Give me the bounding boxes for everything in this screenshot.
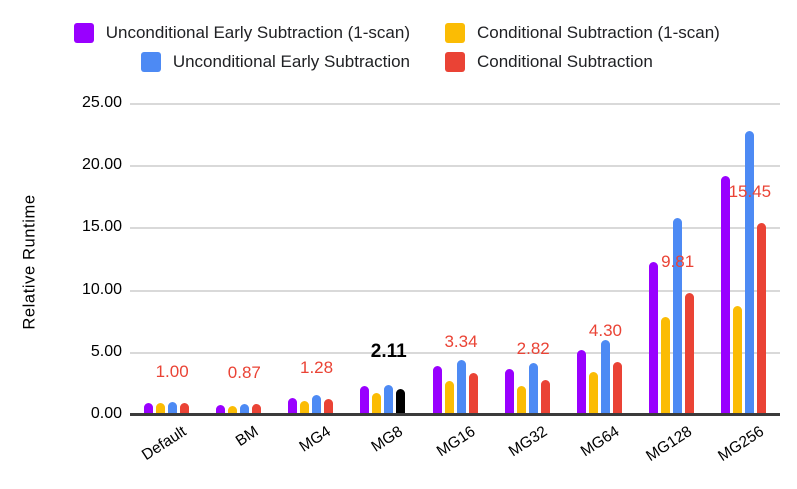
bar-mg16-series0 xyxy=(432,366,442,415)
y-tick-label: 20.00 xyxy=(81,156,122,174)
data-label-mg4: 1.28 xyxy=(300,358,334,378)
bar-mg16-series3 xyxy=(468,373,478,415)
plot-area: 1.00 0.87 1.28 2.11 3.34 2.82 4.30 9.81 15.45 xyxy=(130,103,780,416)
bar-mg32-series2 xyxy=(528,363,538,415)
x-tick-label-mg256: MG256 xyxy=(715,423,768,465)
y-tick-label: 5.00 xyxy=(90,342,122,360)
x-tick-label-mg4: MG4 xyxy=(296,423,334,456)
bar-mg64-series3 xyxy=(612,361,622,415)
x-tick-label-mg16: MG16 xyxy=(433,423,479,461)
data-label-bm: 0.87 xyxy=(227,363,261,383)
legend-row-2: Unconditional Early Subtraction Conditio… xyxy=(0,52,797,72)
bar-mg4-series1 xyxy=(300,401,310,415)
bar-mg256-series2 xyxy=(745,131,755,415)
bar-mg16-series1 xyxy=(444,381,454,415)
bar-default-series3 xyxy=(179,402,189,415)
bar-default-series0 xyxy=(143,402,153,415)
gridline xyxy=(130,227,780,230)
bar-mg256-series0 xyxy=(721,176,731,415)
legend-swatch-purple xyxy=(73,23,94,43)
legend-item-conditional-subtraction-1scan: Conditional Subtraction (1-scan) xyxy=(445,23,720,43)
data-label-mg128: 9.81 xyxy=(661,251,695,271)
legend-label-unconditional-early-subtraction-1scan: Unconditional Early Subtraction (1-scan) xyxy=(105,23,410,42)
data-label-mg64: 4.30 xyxy=(588,320,622,340)
bar-bm-series3 xyxy=(251,404,261,415)
bar-mg4-series2 xyxy=(312,395,322,415)
bar-mg64-series2 xyxy=(600,339,610,415)
bar-mg128-series3 xyxy=(685,292,695,415)
bar-bm-series2 xyxy=(239,404,249,415)
bar-mg4-series3 xyxy=(324,399,334,415)
bar-mg64-series0 xyxy=(576,350,586,415)
bar-default-series2 xyxy=(167,402,177,415)
bar-mg32-series0 xyxy=(504,368,514,415)
legend-item-unconditional-early-subtraction: Unconditional Early Subtraction xyxy=(140,52,410,72)
bar-bm-series0 xyxy=(215,405,225,415)
legend-swatch-yellow xyxy=(445,23,465,43)
bar-mg128-series0 xyxy=(649,262,659,415)
data-label-default: 1.00 xyxy=(155,361,189,381)
gridline xyxy=(130,289,780,292)
bar-mg32-series3 xyxy=(540,379,550,415)
data-label-mg256: 15.45 xyxy=(728,181,772,201)
x-tick-label-mg32: MG32 xyxy=(505,423,551,461)
x-tick-label-default: Default xyxy=(138,423,190,465)
y-tick-label: 10.00 xyxy=(81,280,122,298)
bar-mg32-series1 xyxy=(516,386,526,415)
bar-mg8-series1 xyxy=(372,392,382,415)
gridline xyxy=(130,103,780,105)
legend-row-1: Unconditional Early Subtraction (1-scan)… xyxy=(0,23,797,43)
gridline xyxy=(130,165,780,168)
legend-label-conditional-subtraction: Conditional Subtraction xyxy=(477,52,653,71)
x-tick-label-bm: BM xyxy=(232,423,262,450)
y-tick-label: 15.00 xyxy=(81,218,122,236)
legend-item-unconditional-early-subtraction-1scan: Unconditional Early Subtraction (1-scan) xyxy=(73,23,410,43)
y-axis-title: Relative Runtime xyxy=(20,194,39,330)
y-tick-label: 25.00 xyxy=(81,94,122,111)
legend-label-unconditional-early-subtraction: Unconditional Early Subtraction xyxy=(172,52,410,71)
bar-mg8-series0 xyxy=(360,386,370,415)
bar-mg128-series2 xyxy=(673,217,683,415)
data-label-mg16: 3.34 xyxy=(444,332,478,352)
bar-mg8-series3 xyxy=(396,388,406,415)
bar-mg256-series1 xyxy=(733,305,743,415)
bar-mg8-series2 xyxy=(384,385,394,415)
legend-swatch-red xyxy=(445,52,465,72)
y-tick-label: 0.00 xyxy=(90,405,122,422)
bar-mg128-series1 xyxy=(661,316,671,415)
x-tick-label-mg64: MG64 xyxy=(578,423,623,461)
legend-label-conditional-subtraction-1scan: Conditional Subtraction (1-scan) xyxy=(477,23,720,42)
bar-bm-series1 xyxy=(227,405,237,415)
bar-default-series1 xyxy=(155,403,165,415)
data-label-mg8: 2.11 xyxy=(370,340,407,362)
x-tick-label-mg128: MG128 xyxy=(643,423,695,465)
bar-mg256-series3 xyxy=(757,222,767,415)
data-label-mg32: 2.82 xyxy=(516,338,550,358)
legend-item-conditional-subtraction: Conditional Subtraction xyxy=(445,52,653,72)
bar-mg64-series1 xyxy=(588,372,598,415)
x-axis-line xyxy=(130,413,780,416)
gridline xyxy=(130,351,780,354)
x-tick-label-mg8: MG8 xyxy=(368,423,407,456)
legend-swatch-blue xyxy=(140,52,161,72)
bar-mg4-series0 xyxy=(288,397,298,415)
bar-mg16-series2 xyxy=(456,359,466,415)
